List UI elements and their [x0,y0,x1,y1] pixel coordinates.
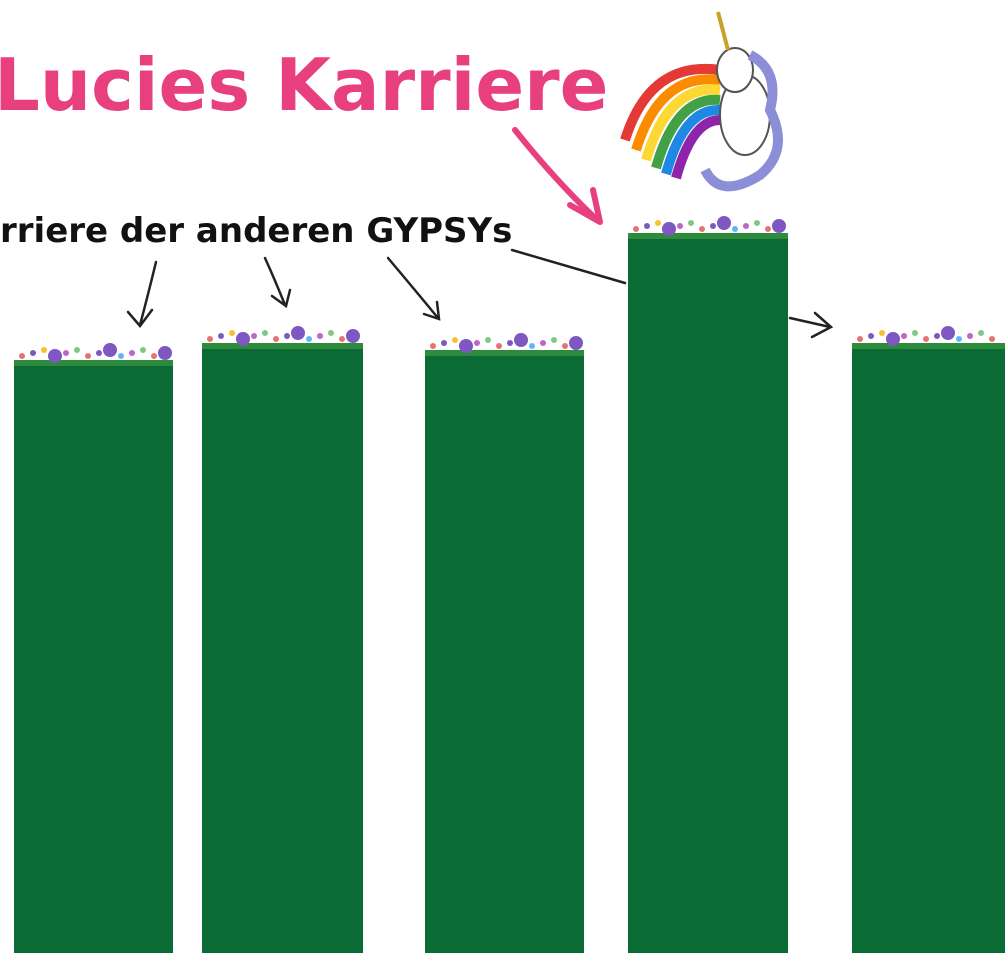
flower [103,343,117,357]
flower [306,336,312,342]
grass [425,350,584,356]
flower [273,336,279,342]
flower [496,343,502,349]
flower [474,340,480,346]
flower [129,350,135,356]
subtitle: rriere der anderen GYPSYs [0,211,512,251]
flower [430,343,436,349]
grass [628,233,788,239]
bar [14,365,173,953]
flower [956,336,962,342]
flower [717,216,731,230]
flower [514,333,528,347]
flower [529,343,535,349]
flower [989,336,995,342]
bar [852,348,1005,953]
flower [677,223,683,229]
flower [346,329,360,343]
flower [540,340,546,346]
flower [857,336,863,342]
flower [699,226,705,232]
flower [140,347,146,353]
flower [339,336,345,342]
flower [886,332,900,346]
flower [30,350,36,356]
flower [41,347,47,353]
flower [633,226,639,232]
bar [202,348,363,953]
title: Lucies Karriere [0,43,609,127]
flower [328,330,334,336]
flower [158,346,172,360]
grass [14,360,173,366]
flower [978,330,984,336]
flower [19,353,25,359]
flower [901,333,907,339]
grass [202,343,363,349]
page: Lucies Karriere rriere der anderen GYPSY… [0,0,1005,953]
flower [923,336,929,342]
grass [852,343,1005,349]
flower [284,333,290,339]
flower [317,333,323,339]
flower [934,333,940,339]
flower [96,350,102,356]
flower [262,330,268,336]
flower [662,222,676,236]
flower [912,330,918,336]
bar [628,238,788,953]
flower [655,220,661,226]
flower [551,337,557,343]
bar [425,355,584,953]
flower [941,326,955,340]
flower [48,349,62,363]
flower [644,223,650,229]
flower [754,220,760,226]
flower [441,340,447,346]
flower [868,333,874,339]
flower [967,333,973,339]
flower [688,220,694,226]
flower [236,332,250,346]
flower [251,333,257,339]
flower [291,326,305,340]
flower [218,333,224,339]
flower [63,350,69,356]
flower [732,226,738,232]
flower [710,223,716,229]
flower [207,336,213,342]
flower [507,340,513,346]
flower [485,337,491,343]
flower [765,226,771,232]
flower [74,347,80,353]
flower [118,353,124,359]
unicorn-head [717,48,753,92]
flower [772,219,786,233]
flower [229,330,235,336]
flower [879,330,885,336]
illustration: Lucies Karriere rriere der anderen GYPSY… [0,0,1005,953]
flower [743,223,749,229]
flower [151,353,157,359]
flower [452,337,458,343]
flower [562,343,568,349]
flower [85,353,91,359]
flower [459,339,473,353]
flower [569,336,583,350]
